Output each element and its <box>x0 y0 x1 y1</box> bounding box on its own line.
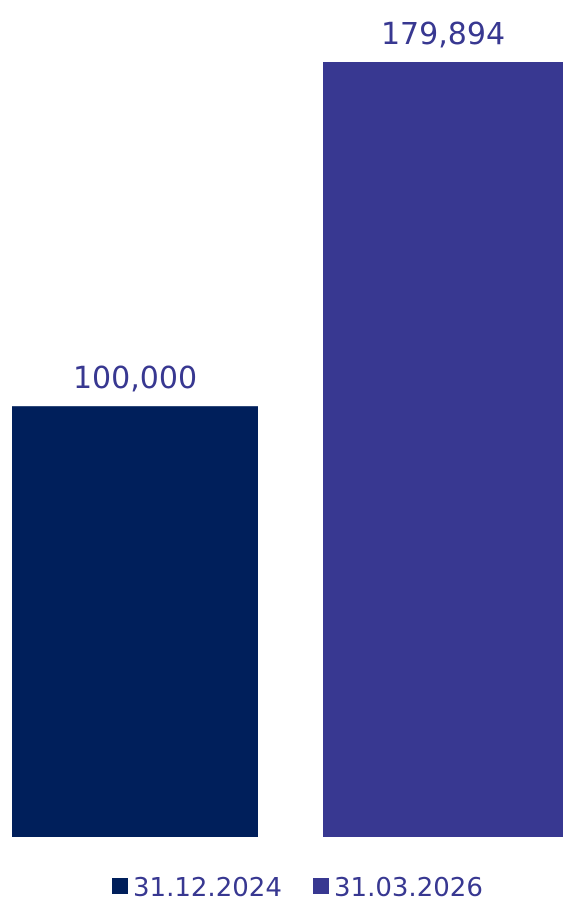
data-label-31-03-2026: 179,894 <box>381 17 505 52</box>
bar-31-12-2024 <box>12 406 258 837</box>
legend-swatch-31-03-2026 <box>313 878 329 894</box>
legend-label-31-03-2026: 31.03.2026 <box>334 873 483 903</box>
bar-31-03-2026 <box>323 62 563 837</box>
legend: 31.12.2024 31.03.2026 <box>112 873 483 903</box>
legend-label-31-12-2024: 31.12.2024 <box>133 873 282 903</box>
plot-area: 100,000 179,894 <box>12 17 563 837</box>
data-label-31-12-2024: 100,000 <box>73 361 197 396</box>
legend-swatch-31-12-2024 <box>112 878 128 894</box>
